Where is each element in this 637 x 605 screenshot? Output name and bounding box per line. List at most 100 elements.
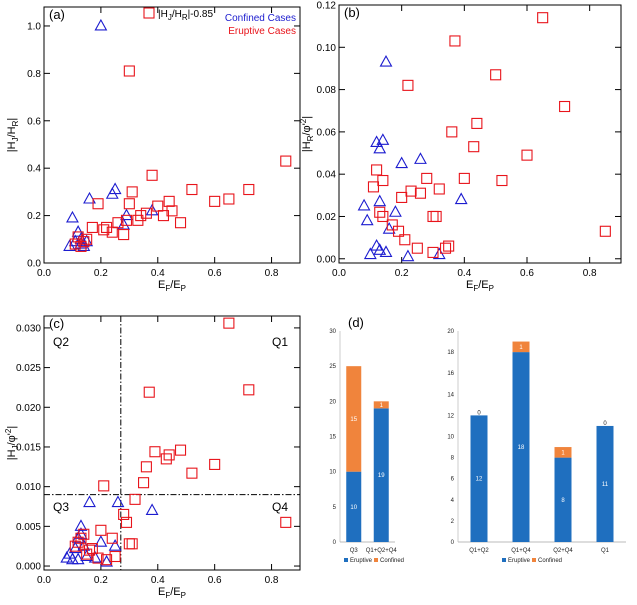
x-category-label: Q1+Q2+Q4 xyxy=(366,548,398,554)
confined-point xyxy=(395,156,409,169)
eruptive-point xyxy=(138,477,150,489)
confined-point xyxy=(68,234,82,247)
eruptive-point xyxy=(120,516,133,528)
y-tick-label: 0.12 xyxy=(317,1,337,12)
confined-point xyxy=(71,552,85,565)
eruptive-point xyxy=(78,528,90,540)
confined-point xyxy=(83,191,96,204)
eruptive-point xyxy=(367,181,380,193)
x-tick-label: 0.0 xyxy=(37,268,51,279)
legend-confined-swatch xyxy=(374,558,378,562)
eruptive-point xyxy=(399,234,411,246)
confined-point xyxy=(379,245,393,257)
y-tick-label: 0.010 xyxy=(16,482,41,493)
eruptive-point xyxy=(152,200,164,212)
eruptive-point xyxy=(129,493,141,505)
eruptive-point xyxy=(433,183,445,195)
y-tick-label: 4 xyxy=(451,498,455,504)
confined-point xyxy=(401,249,415,262)
eruptive-point xyxy=(243,384,255,396)
y-tick-label: 0.8 xyxy=(27,69,41,80)
eruptive-point xyxy=(209,458,221,470)
legend-box-label: |HJ/HR|-0.85 xyxy=(158,9,213,22)
eruptive-point xyxy=(374,206,386,218)
y-tick-label: 0 xyxy=(333,540,337,546)
eruptive-point xyxy=(92,552,104,564)
confined-point xyxy=(88,550,102,563)
y-tick-label: 10 xyxy=(447,435,454,441)
eruptive-point xyxy=(118,508,130,520)
x-tick-label: 0.6 xyxy=(208,268,222,279)
plot-frame xyxy=(43,315,301,571)
x-tick-label: 0.8 xyxy=(265,575,279,586)
eruptive-point xyxy=(81,548,93,560)
confined-point xyxy=(357,198,371,211)
eruptive-point xyxy=(118,229,130,241)
confined-point xyxy=(360,213,374,226)
eruptive-point xyxy=(163,449,175,461)
bar-label-eruptive: 10 xyxy=(350,505,357,511)
eruptive-point xyxy=(69,238,81,250)
plot-frame xyxy=(338,4,622,264)
confined-point xyxy=(120,208,133,221)
eruptive-point xyxy=(427,210,439,223)
x-tick-label: 0.0 xyxy=(332,268,346,279)
eruptive-point xyxy=(427,246,439,258)
y-tick-label: 30 xyxy=(329,329,336,335)
eruptive-point xyxy=(377,174,389,187)
eruptive-point xyxy=(280,516,292,528)
y-tick-label: 0.04 xyxy=(317,170,337,181)
eruptive-point xyxy=(386,219,398,231)
eruptive-point xyxy=(559,100,571,113)
confined-point xyxy=(94,18,108,31)
confined-point xyxy=(145,203,159,216)
y-tick-label: 6 xyxy=(451,477,455,483)
eruptive-point xyxy=(599,225,611,237)
panel-a: 0.0 0.2 0.4 0.6 0.8 0.0 0.2 0.4 0.6 0.8 1.0 EF/EP |H… xyxy=(6,6,301,293)
confined-point xyxy=(379,54,393,67)
quadrant-q4: Q4 xyxy=(272,500,288,514)
x-tick-label: 0.2 xyxy=(94,268,108,279)
eruptive-point xyxy=(126,186,138,198)
y-axis-label: |HR/φ'2| xyxy=(299,116,315,152)
y-tick-label: 0 xyxy=(451,540,455,546)
eruptive-point xyxy=(72,536,84,548)
legend-eruptive-swatch xyxy=(344,558,348,562)
eruptive-point xyxy=(140,207,152,219)
confined-point xyxy=(94,535,108,547)
panel-d1: 0 5 10 15 20 25 30 10 15 Q3 19 1 Q1+Q2+Q4 Eruptive Con… xyxy=(329,315,404,564)
eruptive-point xyxy=(521,149,533,161)
eruptive-point xyxy=(449,35,461,47)
eruptive-point xyxy=(78,236,90,248)
y-tick-label: 0.020 xyxy=(16,403,41,414)
bar-label-confined: 0 xyxy=(477,410,481,416)
y-axis-label: |HJ/φ'2| xyxy=(4,426,20,460)
eruptive-point xyxy=(123,538,135,550)
confined-point xyxy=(80,234,94,247)
eruptive-point xyxy=(223,193,235,205)
confined-point xyxy=(74,236,88,249)
eruptive-point xyxy=(443,240,455,252)
eruptive-point xyxy=(458,172,470,184)
bar-label-confined: 15 xyxy=(350,417,357,423)
eruptive-point xyxy=(186,183,198,196)
y-tick-label: 0.015 xyxy=(16,442,41,453)
x-tick-label: 0.8 xyxy=(583,268,597,279)
bar-confined xyxy=(373,401,389,409)
x-axis-label: EF/EP xyxy=(158,586,186,600)
legend-confined-label: Confined xyxy=(538,558,562,564)
eruptive-point xyxy=(421,172,433,184)
confined-point xyxy=(376,133,390,145)
x-tick-label: 0.4 xyxy=(457,268,471,279)
bar-label-eruptive: 12 xyxy=(476,477,483,483)
confined-point xyxy=(60,550,74,563)
y-tick-label: 0.10 xyxy=(317,43,337,54)
eruptive-point xyxy=(243,183,255,196)
y-tick-label: 0.00 xyxy=(317,254,337,265)
confined-point xyxy=(414,152,427,164)
eruptive-point xyxy=(402,79,414,91)
quadrant-q2: Q2 xyxy=(53,335,69,349)
eruptive-point xyxy=(537,12,549,24)
confined-point xyxy=(373,194,387,207)
